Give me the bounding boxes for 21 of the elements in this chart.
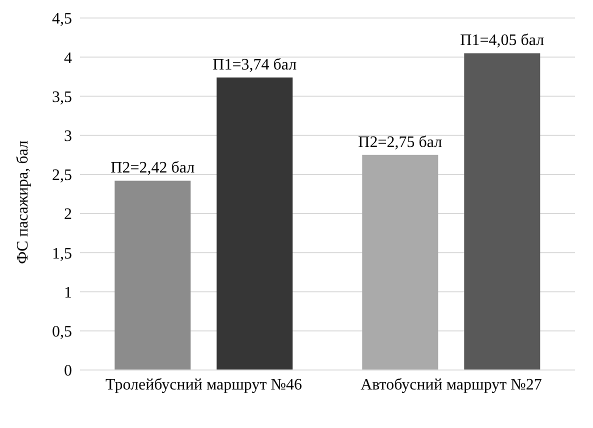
bar <box>464 53 540 370</box>
data-label: П1=4,05 бал <box>460 32 544 50</box>
bar <box>362 154 438 370</box>
y-tick-label: 1 <box>64 284 72 302</box>
data-label: П2=2,75 бал <box>358 134 442 151</box>
y-axis-title: ФС пасажира, бал <box>14 140 32 264</box>
data-label: П1=3,74 бал <box>212 56 297 74</box>
y-tick-label: 4,5 <box>52 10 72 28</box>
y-tick-label: 0,5 <box>52 324 72 341</box>
y-tick-label: 1,5 <box>52 245 72 262</box>
x-tick-label: Тролейбусний маршрут №46 <box>106 376 302 394</box>
y-tick-label: 0 <box>64 362 72 380</box>
bar <box>114 180 191 370</box>
y-tick-label: 3,5 <box>52 88 72 106</box>
y-tick-label: 4 <box>64 50 72 67</box>
y-tick-label: 2 <box>64 206 72 224</box>
x-tick-label: Автобусний маршрут №27 <box>360 376 542 394</box>
data-label: П2=2,42 бал <box>110 160 195 177</box>
y-tick-label: 2,5 <box>52 167 72 184</box>
bar <box>216 77 293 370</box>
y-tick-label: 3 <box>64 128 72 146</box>
